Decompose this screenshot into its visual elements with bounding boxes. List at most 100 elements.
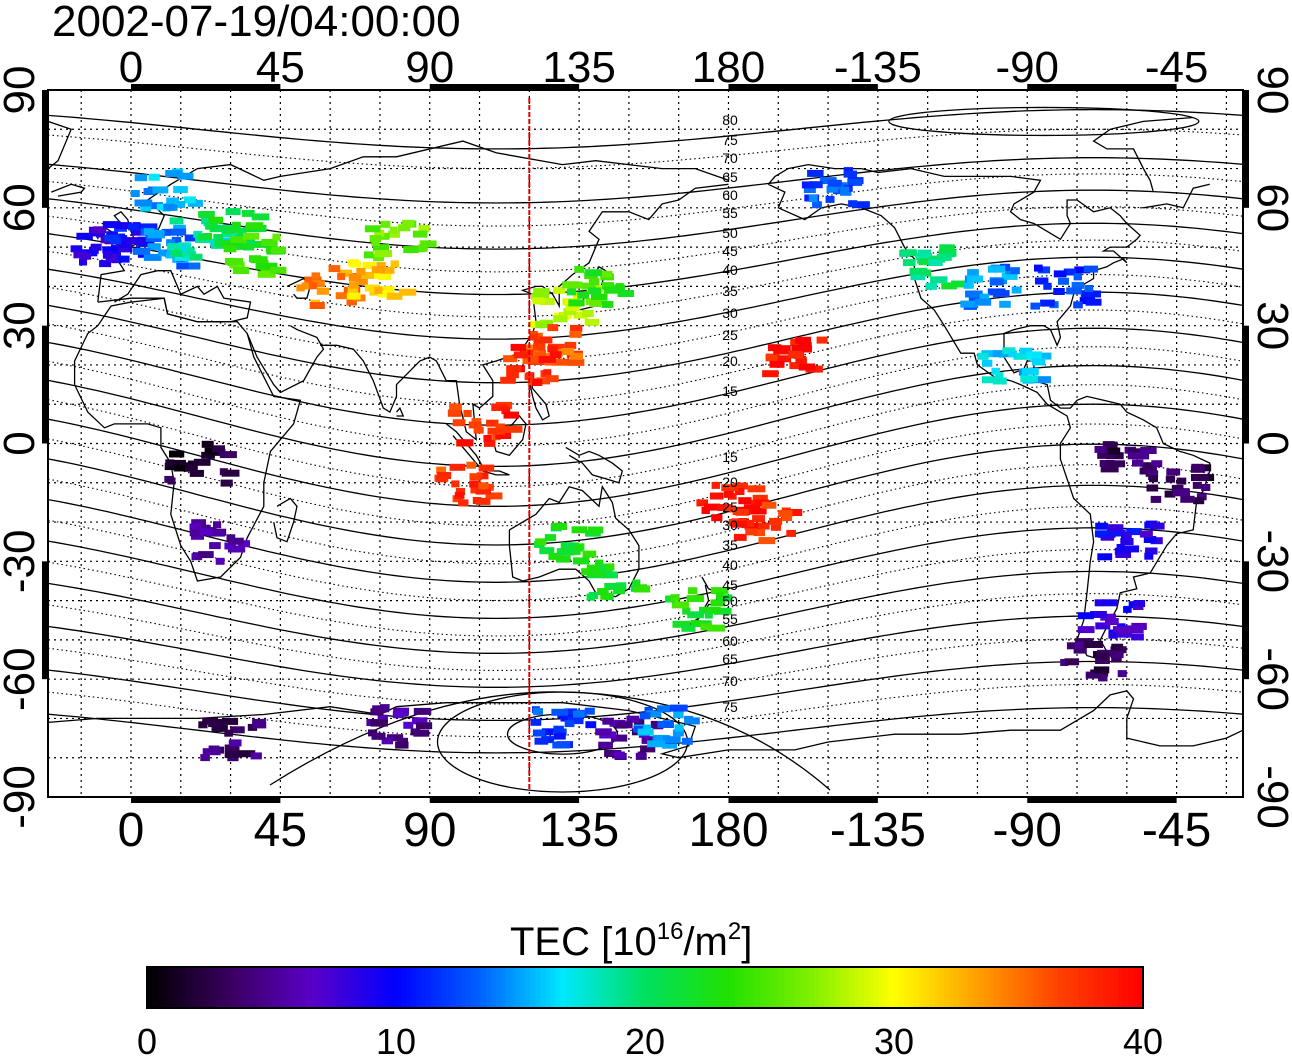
tec-cell — [102, 246, 119, 254]
colorbar-segment — [814, 967, 820, 1008]
tec-cell — [573, 710, 585, 718]
tec-cell — [1077, 626, 1095, 634]
tec-cell — [99, 260, 112, 268]
colorbar-segment — [331, 967, 337, 1008]
tec-cell — [1073, 273, 1082, 281]
tec-cell — [574, 265, 585, 273]
tec-cell — [485, 492, 503, 500]
tec-cell — [1077, 612, 1094, 620]
colorbar-segment — [371, 967, 377, 1008]
magnetic-contour — [48, 274, 1243, 362]
tec-cell — [1058, 277, 1069, 285]
tec-cell — [1085, 298, 1102, 306]
colorbar-segment — [963, 967, 970, 1008]
colorbar-segment — [1008, 967, 1015, 1008]
contour-label: 65 — [722, 169, 738, 185]
tec-cell — [250, 752, 262, 760]
tec-cell — [657, 705, 671, 713]
tec-cell — [182, 251, 197, 259]
colorbar-segment — [615, 967, 621, 1008]
tec-cell — [991, 367, 1000, 375]
tec-cell — [951, 280, 965, 288]
tec-cell — [143, 253, 162, 261]
coastline — [48, 116, 1210, 209]
colorbar-segment — [764, 967, 771, 1008]
colorbar-segment — [958, 967, 965, 1008]
colorbar-segment — [211, 967, 218, 1008]
tec-cell — [1008, 350, 1017, 358]
colorbar-segment — [869, 967, 875, 1008]
tec-cell — [389, 226, 398, 234]
coastline — [396, 406, 405, 417]
tec-cell — [767, 344, 782, 352]
tec-cell — [524, 373, 533, 381]
tec-cell — [504, 425, 523, 433]
tec-cell — [753, 529, 766, 537]
tec-cell — [600, 592, 613, 600]
tec-cell — [1034, 264, 1043, 272]
magnetic-contour — [48, 443, 1243, 546]
tec-cell — [102, 250, 113, 258]
tec-cell — [421, 240, 437, 248]
tec-cell — [1095, 657, 1110, 664]
tec-cell — [527, 355, 545, 363]
coastline — [51, 183, 86, 197]
tec-cell — [721, 484, 738, 492]
magnetic-contour — [48, 638, 1243, 705]
colorbar-segment — [311, 967, 317, 1008]
tec-cell — [487, 427, 505, 435]
tec-cell — [1019, 347, 1033, 355]
colorbar-segment — [794, 967, 800, 1008]
tec-cell — [1043, 282, 1052, 290]
tec-cell — [928, 259, 943, 266]
colorbar-segment — [1113, 967, 1119, 1008]
tec-cell — [626, 715, 640, 723]
tec-cell — [201, 451, 215, 459]
tec-cell — [372, 705, 390, 713]
colorbar-segment — [226, 967, 233, 1008]
colorbar-segment — [595, 967, 601, 1008]
magnetic-contour — [48, 239, 1243, 318]
tec-cell — [556, 555, 571, 563]
tec-cell — [674, 724, 684, 732]
tec-cell — [371, 266, 385, 274]
tec-cell — [569, 330, 582, 338]
tec-cell — [243, 232, 260, 240]
right-lat-label: 60 — [1248, 183, 1292, 232]
contour-label: 40 — [722, 557, 738, 573]
contour-label: 75 — [722, 132, 738, 148]
colorbar-segment — [1068, 967, 1074, 1008]
contour-label: 75 — [722, 699, 738, 715]
tec-cell — [1192, 481, 1202, 489]
tec-cell — [995, 372, 1004, 380]
colorbar-segment — [1043, 967, 1049, 1008]
figure-title: 2002-07-19/04:00:00 — [52, 0, 461, 46]
magnetic-contour — [48, 593, 1243, 671]
contour-label: 15 — [722, 449, 738, 465]
colorbar-segment — [176, 967, 183, 1008]
tec-cell — [827, 179, 842, 187]
tec-cell — [615, 283, 624, 291]
tec-cell — [506, 371, 519, 379]
colorbar-title-main: TEC [10 — [510, 920, 657, 964]
tec-cell — [778, 509, 793, 517]
tec-cell — [794, 336, 812, 344]
colorbar-segment — [1053, 967, 1059, 1008]
tec-cell — [552, 358, 569, 366]
tec-cell — [451, 480, 460, 488]
colorbar-segment — [147, 967, 153, 1008]
colorbar-segment — [1123, 967, 1129, 1008]
colorbar-segment — [575, 967, 581, 1008]
tec-cell — [899, 249, 911, 257]
colorbar-segment — [480, 967, 487, 1008]
colorbar-segment — [998, 967, 1005, 1008]
colorbar-segment — [694, 967, 701, 1008]
tec-cell — [349, 260, 361, 268]
colorbar-segment — [864, 967, 870, 1008]
tec-cell — [777, 355, 792, 363]
tec-cell — [1107, 460, 1126, 468]
contour-label: 20 — [722, 474, 738, 490]
tec-cell — [1133, 600, 1146, 607]
colorbar-segment — [366, 967, 372, 1008]
